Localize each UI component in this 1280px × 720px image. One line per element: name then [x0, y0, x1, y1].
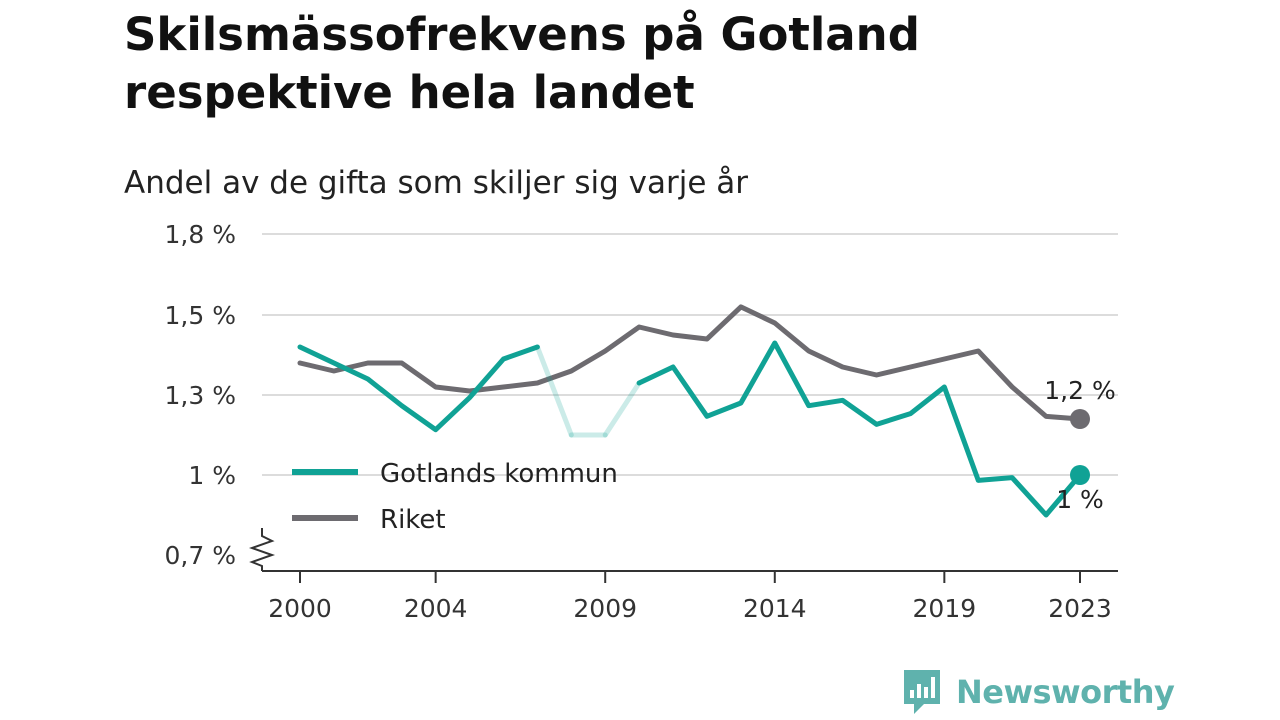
series-line-gotland [636, 340, 1083, 518]
x-tick-label: 2019 [913, 594, 977, 623]
brand-name: Newsworthy [956, 673, 1175, 711]
y-tick-label: 1,8 % [165, 220, 236, 249]
legend-label: Gotlands kommun [380, 459, 618, 489]
newsworthy-logo-icon [904, 670, 940, 714]
y-tick-label: 1,3 % [165, 381, 236, 410]
x-tick-label: 2014 [743, 594, 807, 623]
y-tick-label: 1 % [188, 461, 236, 490]
legend: Gotlands kommun Riket [292, 459, 618, 535]
series-line-riket [297, 304, 1083, 422]
series-line-imputed-segment [534, 344, 574, 438]
y-tick-label: 1,5 % [165, 301, 236, 330]
series-lines: 1,2 % 1 % [297, 304, 1116, 518]
x-tick-label: 2009 [573, 594, 637, 623]
series-end-label: 1 % [1056, 485, 1104, 514]
x-tick-label: 2004 [404, 594, 468, 623]
y-tick-label: 0,7 % [165, 541, 236, 570]
series-line-imputed-segment [602, 380, 642, 438]
chart-title: Skilsmässofrekvens på Gotland respektive… [124, 8, 920, 119]
brand-logo: Newsworthy [902, 668, 1175, 716]
chart-subtitle: Andel av de gifta som skiljer sig varje … [124, 165, 748, 201]
x-tick-label: 2023 [1048, 594, 1112, 623]
series-end-marker [1070, 409, 1090, 429]
gridlines [262, 233, 1118, 476]
series-end-marker [1070, 465, 1090, 485]
legend-label: Riket [380, 505, 446, 535]
y-axis-break-marker [248, 528, 276, 571]
axes: 0,7 % 1 % 1,3 % 1,5 % 1,8 % 2000 2004 2009 2014 2… [165, 220, 1118, 623]
series-line-gotland [297, 344, 540, 433]
series-end-label: 1,2 % [1044, 376, 1115, 405]
x-tick-label: 2000 [268, 594, 332, 623]
